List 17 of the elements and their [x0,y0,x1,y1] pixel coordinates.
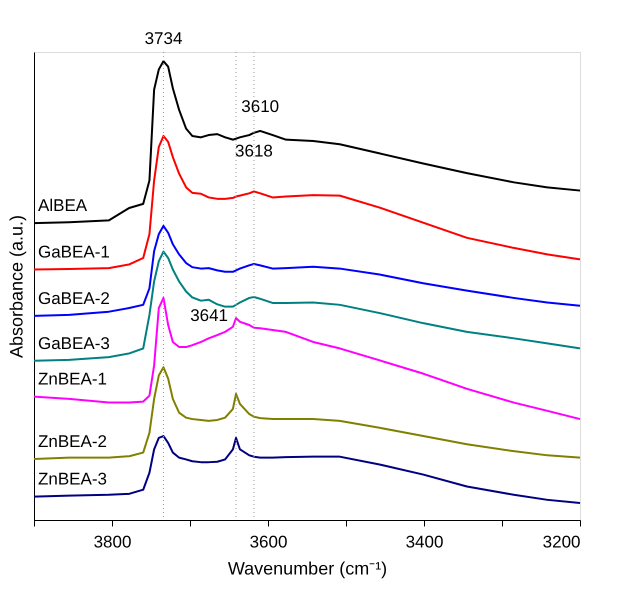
x-tick-label: 3800 [94,532,132,552]
series-label: GaBEA-1 [38,242,110,262]
y-axis-title: Absorbance (a.u.) [6,214,26,358]
series-label: ZnBEA-3 [38,470,107,489]
series-label: AlBEA [38,196,88,216]
x-tick-label: 3200 [542,532,580,552]
annotation: 3610 [241,96,280,116]
x-tick-label: 3600 [250,532,288,552]
annotation: 3641 [190,306,228,326]
x-axis-title: Wavenumber (cm⁻¹) [228,558,388,578]
series-label: GaBEA-2 [38,288,110,308]
x-tick-label: 3400 [406,532,444,552]
series-label: ZnBEA-1 [38,370,107,389]
annotation: 3618 [235,141,273,160]
series-label: GaBEA-3 [38,334,110,353]
ref-line-label: 3734 [144,29,182,48]
series-label: ZnBEA-2 [38,432,107,451]
